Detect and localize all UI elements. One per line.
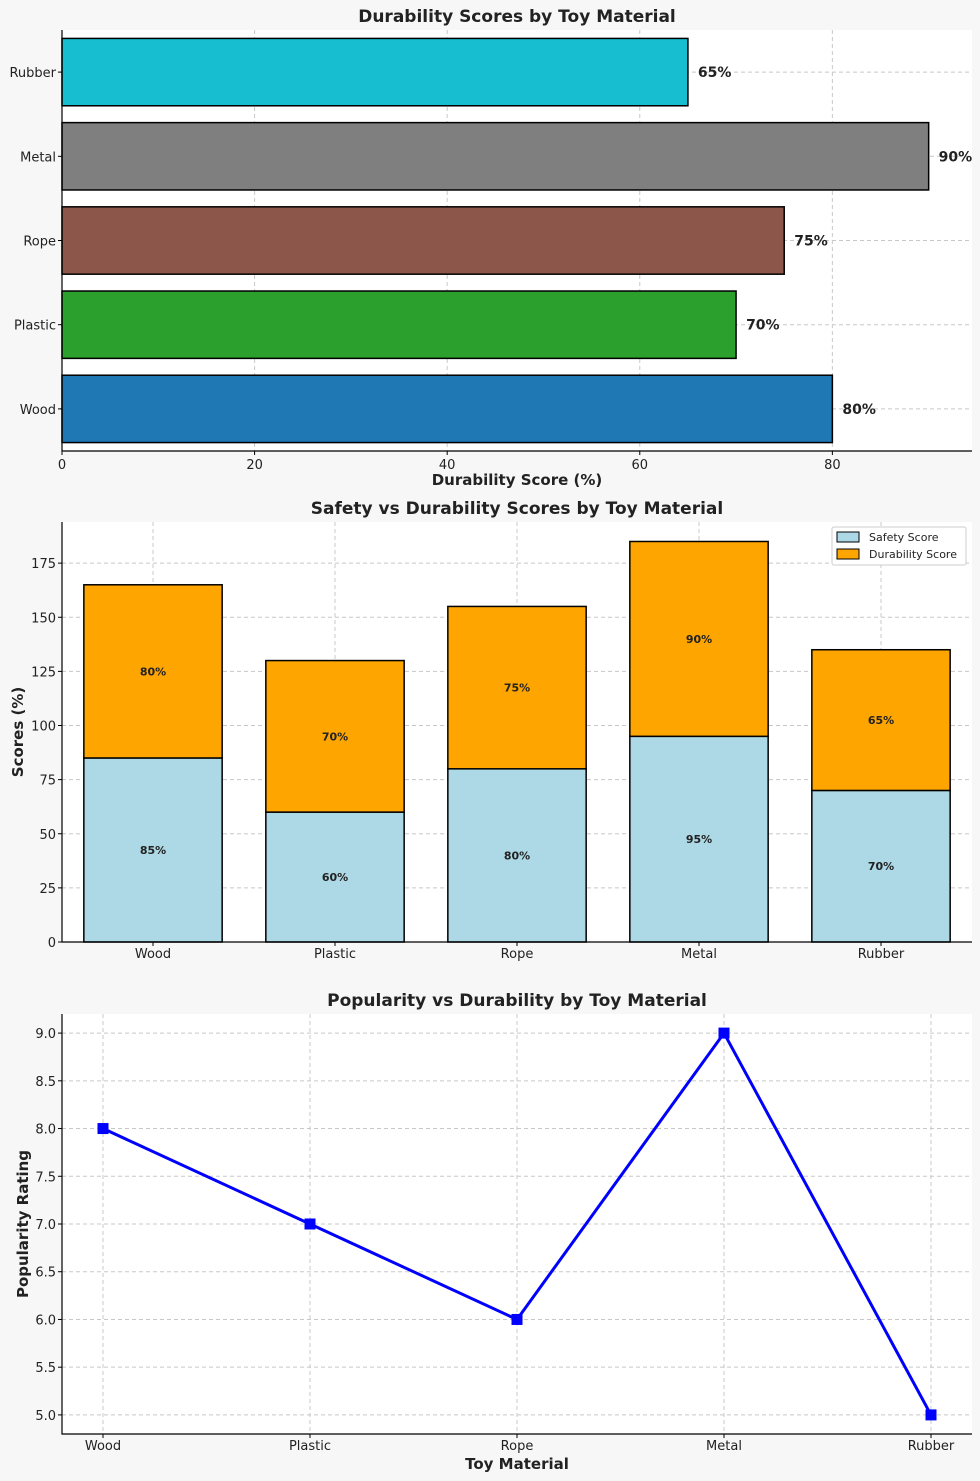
- y-tick-label-5-0: 5.0: [35, 1409, 56, 1424]
- y-tick-label-75: 75: [39, 774, 56, 789]
- legend-swatch-durability: [836, 548, 860, 560]
- safety-durability-stacked-chart: 85% 80% 60% 70% 80% 75% 95% 90% 70% 65% 0 25 50 75 10…: [9, 499, 972, 962]
- x-tick-label-60: 60: [632, 458, 649, 473]
- x-tick-label-plastic: Plastic: [314, 947, 356, 962]
- legend-box: [831, 526, 967, 566]
- x-tick-label-plastic: Plastic: [289, 1439, 331, 1454]
- legend-label-durability: Durability Score: [869, 548, 957, 561]
- ticks: 5.0 5.5 6.0 6.5 7.0 7.5 8.0 8.5 9.0 Wood Plastic Ro…: [35, 1027, 955, 1454]
- durability-bar-chart: 80% 70% 75% 90% 65% 0 20 40 60 80 Wood Plastic Rope…: [9, 7, 972, 489]
- bar-durability-score-wood: [83, 584, 223, 759]
- bars: 80% 70% 75% 90% 65%: [61, 37, 973, 444]
- axes-spines: [61, 1014, 972, 1435]
- bar-value-label-plastic: 70%: [746, 318, 780, 334]
- chart-title: Popularity vs Durability by Toy Material: [327, 991, 707, 1011]
- bar-label-durability-score-wood: 80%: [140, 665, 166, 678]
- legend-label-safety: Safety Score: [869, 531, 939, 544]
- data-point-rubber: [925, 1409, 937, 1421]
- bar-value-label-metal: 90%: [939, 149, 973, 165]
- x-tick-label-rope: Rope: [501, 1439, 534, 1454]
- y-tick-label-8-0: 8.0: [35, 1123, 56, 1138]
- axes-spines: [61, 522, 972, 943]
- data-point-wood: [97, 1123, 109, 1135]
- y-tick-label-0: 0: [48, 936, 56, 951]
- grid: [62, 1014, 972, 1434]
- bar-rope: [61, 206, 785, 275]
- bar-label-safety-score-rope: 80%: [504, 849, 530, 862]
- data-point-plastic: [304, 1218, 316, 1230]
- ticks: 0 25 50 75 100 125 150 175 Wood Plastic Rope Metal R…: [31, 557, 905, 962]
- bar-rubber: [61, 37, 689, 107]
- bar-value-label-rubber: 65%: [698, 65, 732, 81]
- ticks: 0 20 40 60 80 Wood Plastic Rope Metal Rubber: [9, 66, 840, 473]
- y-tick-label-6-5: 6.5: [35, 1266, 56, 1281]
- bar-label-durability-score-rubber: 65%: [868, 714, 894, 727]
- bar-label-safety-score-plastic: 60%: [322, 871, 348, 884]
- y-tick-label-125: 125: [31, 665, 56, 680]
- x-tick-label-metal: Metal: [681, 947, 717, 962]
- y-tick-label-rope: Rope: [23, 235, 56, 250]
- legend-swatch-safety: [836, 531, 860, 543]
- bar-safety-score-plastic: [265, 811, 405, 943]
- bar-safety-score-rope: [447, 768, 587, 943]
- bar-label-durability-score-metal: 90%: [686, 633, 712, 646]
- bar-durability-score-rubber: [811, 648, 951, 792]
- legend: Safety Score Durability Score: [831, 526, 967, 566]
- y-tick-label-wood: Wood: [20, 403, 56, 418]
- x-tick-label-40: 40: [439, 458, 456, 473]
- x-tick-label-rubber: Rubber: [908, 1439, 955, 1454]
- y-tick-label-50: 50: [39, 828, 56, 843]
- bar-durability-score-plastic: [265, 659, 405, 813]
- y-axis-label: Scores (%): [9, 687, 27, 777]
- y-tick-label-175: 175: [31, 557, 56, 572]
- data-point-rope: [511, 1313, 523, 1325]
- bars: 85% 80% 60% 70% 80% 75% 95% 90% 70% 65%: [83, 540, 951, 943]
- popularity-line-chart: 5.0 5.5 6.0 6.5 7.0 7.5 8.0 8.5 9.0 Wood Plastic Ro…: [14, 991, 972, 1473]
- y-tick-label-25: 25: [39, 882, 56, 897]
- bar-label-safety-score-metal: 95%: [686, 833, 712, 846]
- x-tick-label-80: 80: [824, 458, 841, 473]
- x-tick-label-0: 0: [58, 458, 66, 473]
- x-tick-label-wood: Wood: [85, 1439, 121, 1454]
- bar-label-safety-score-rubber: 70%: [868, 860, 894, 873]
- bar-value-label-wood: 80%: [842, 402, 876, 418]
- y-tick-label-100: 100: [31, 720, 56, 735]
- bar-label-durability-score-plastic: 70%: [322, 730, 348, 743]
- data-point-metal: [718, 1027, 730, 1039]
- y-tick-label-6-0: 6.0: [35, 1313, 56, 1328]
- bar-plastic: [61, 290, 737, 360]
- chart-title: Safety vs Durability Scores by Toy Mater…: [311, 499, 723, 519]
- y-axis-label: Popularity Rating: [14, 1150, 32, 1298]
- y-tick-label-8-5: 8.5: [35, 1075, 56, 1090]
- bar-durability-score-metal: [629, 540, 769, 738]
- chart-title: Durability Scores by Toy Material: [358, 7, 676, 27]
- x-tick-label-metal: Metal: [706, 1439, 742, 1454]
- y-tick-label-7-0: 7.0: [35, 1218, 56, 1233]
- x-axis-label: Toy Material: [465, 1455, 569, 1473]
- bar-label-safety-score-wood: 85%: [140, 844, 166, 857]
- bar-wood: [61, 374, 834, 444]
- y-tick-label-rubber: Rubber: [9, 66, 56, 81]
- x-tick-label-rubber: Rubber: [858, 947, 905, 962]
- bar-safety-score-rubber: [811, 789, 951, 943]
- bar-metal: [61, 121, 930, 191]
- axes-spines: [61, 30, 972, 452]
- y-tick-label-150: 150: [31, 611, 56, 626]
- bar-safety-score-metal: [629, 735, 769, 943]
- bar-safety-score-wood: [83, 757, 223, 943]
- bar-durability-score-rope: [447, 605, 587, 770]
- y-tick-label-7-5: 7.5: [35, 1170, 56, 1185]
- bar-value-label-rope: 75%: [794, 234, 828, 250]
- x-tick-label-rope: Rope: [501, 947, 534, 962]
- x-tick-label-wood: Wood: [135, 947, 171, 962]
- series: [97, 1027, 937, 1421]
- y-tick-label-5-5: 5.5: [35, 1361, 56, 1376]
- x-tick-label-20: 20: [246, 458, 263, 473]
- y-tick-label-plastic: Plastic: [14, 319, 56, 334]
- y-tick-label-metal: Metal: [20, 150, 56, 165]
- bar-label-durability-score-rope: 75%: [504, 682, 530, 695]
- x-axis-label: Durability Score (%): [432, 471, 603, 489]
- y-tick-label-9-0: 9.0: [35, 1027, 56, 1042]
